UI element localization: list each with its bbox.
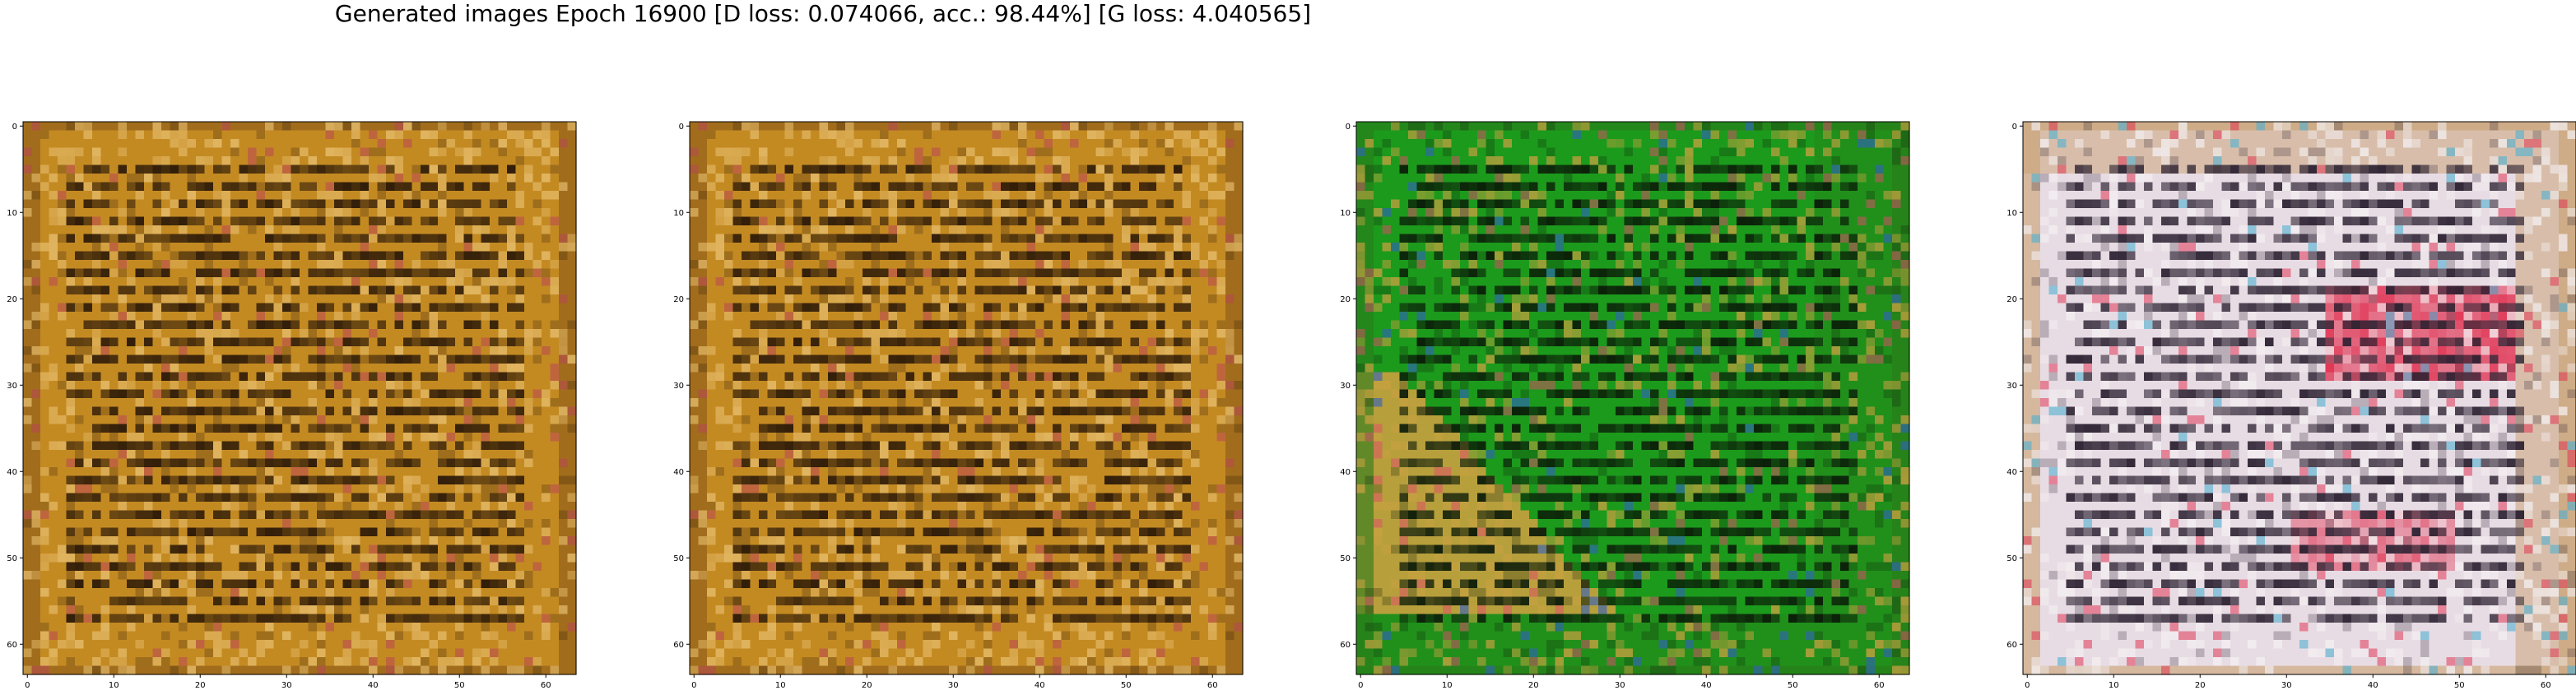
y-tick-label: 0	[1346, 123, 1351, 132]
x-tick-label: 20	[195, 681, 206, 690]
y-tick-label: 60	[673, 641, 684, 650]
x-tick-label: 40	[2368, 681, 2378, 690]
y-tick-label: 40	[7, 468, 17, 477]
panel-3: 0 10 20 30 40 50 60 0 10 20 30 40 50 60	[1333, 0, 2058, 695]
x-tick-label: 20	[862, 681, 872, 690]
x-tick-label: 10	[775, 681, 786, 690]
y-tick-label: 50	[1340, 554, 1351, 563]
y-tick-label: 40	[673, 468, 684, 477]
y-tick-label: 10	[7, 209, 17, 218]
x-tick-label: 50	[2454, 681, 2465, 690]
y-tick-label: 50	[673, 554, 684, 563]
x-tick-label: 50	[1788, 681, 1798, 690]
y-tick-label: 40	[1340, 468, 1351, 477]
x-tick-label: 40	[1701, 681, 1712, 690]
y-tick-label: 10	[2006, 209, 2017, 218]
axes-frame	[689, 121, 1244, 675]
y-tick-label: 10	[673, 209, 684, 218]
y-tick-label: 30	[1340, 382, 1351, 391]
axes-frame	[2022, 121, 2576, 675]
x-tick-label: 50	[1121, 681, 1132, 690]
y-tick-label: 50	[2006, 554, 2017, 563]
y-tick-label: 20	[7, 295, 17, 304]
generated-image	[690, 122, 1244, 675]
generated-image	[2023, 122, 2576, 675]
x-tick-label: 20	[2195, 681, 2206, 690]
x-tick-label: 10	[1442, 681, 1453, 690]
x-tick-label: 20	[1528, 681, 1539, 690]
x-tick-label: 10	[109, 681, 119, 690]
x-tick-label: 40	[368, 681, 379, 690]
y-tick-label: 20	[673, 295, 684, 304]
figure-title: Generated images Epoch 16900 [D loss: 0.…	[334, 0, 1312, 27]
y-tick-label: 30	[673, 382, 684, 391]
y-tick-label: 50	[7, 554, 17, 563]
y-tick-label: 60	[2006, 641, 2017, 650]
x-tick-label: 10	[2109, 681, 2119, 690]
panel-1: 0 10 20 30 40 50 60 0 10 20 30 40 50 60	[0, 0, 724, 695]
x-tick-label: 40	[1035, 681, 1045, 690]
y-tick-label: 20	[2006, 295, 2017, 304]
x-tick-label: 60	[541, 681, 551, 690]
panel-3-axes: 0 10 20 30 40 50 60 0 10 20 30 40 50 60	[1340, 121, 1910, 690]
x-tick-label: 0	[25, 681, 30, 690]
y-tick-label: 30	[2006, 382, 2017, 391]
y-tick-label: 10	[1340, 209, 1351, 218]
generated-image	[23, 122, 577, 675]
x-tick-label: 60	[1207, 681, 1218, 690]
y-tick-label: 40	[2006, 468, 2017, 477]
panel-2: 0 10 20 30 40 50 60 0 10 20 30 40 50 60	[667, 0, 1391, 695]
x-tick-label: 50	[454, 681, 465, 690]
x-tick-label: 0	[1358, 681, 1363, 690]
x-tick-label: 60	[1874, 681, 1885, 690]
y-tick-label: 30	[7, 382, 17, 391]
x-tick-label: 0	[2025, 681, 2030, 690]
x-tick-label: 30	[1615, 681, 1625, 690]
x-tick-label: 30	[948, 681, 959, 690]
generated-image	[1356, 122, 1910, 675]
axes-frame	[22, 121, 577, 675]
y-tick-label: 0	[679, 123, 684, 132]
y-tick-label: 0	[12, 123, 17, 132]
x-tick-label: 30	[2281, 681, 2292, 690]
panel-4-axes: 0 10 20 30 40 50 60 0 10 20 30 40 50 60	[2006, 121, 2576, 690]
y-tick-label: 20	[1340, 295, 1351, 304]
panel-1-axes: 0 10 20 30 40 50 60 0 10 20 30 40 50 60	[7, 121, 577, 690]
x-tick-label: 60	[2541, 681, 2551, 690]
x-tick-label: 0	[691, 681, 696, 690]
axes-frame	[1355, 121, 1910, 675]
x-tick-label: 30	[281, 681, 292, 690]
panel-2-axes: 0 10 20 30 40 50 60 0 10 20 30 40 50 60	[673, 121, 1244, 690]
panel-4: 0 10 20 30 40 50 60 0 10 20 30 40 50 60	[2000, 0, 2576, 695]
y-tick-label: 60	[7, 641, 17, 650]
y-tick-label: 0	[2012, 123, 2017, 132]
y-tick-label: 60	[1340, 641, 1351, 650]
